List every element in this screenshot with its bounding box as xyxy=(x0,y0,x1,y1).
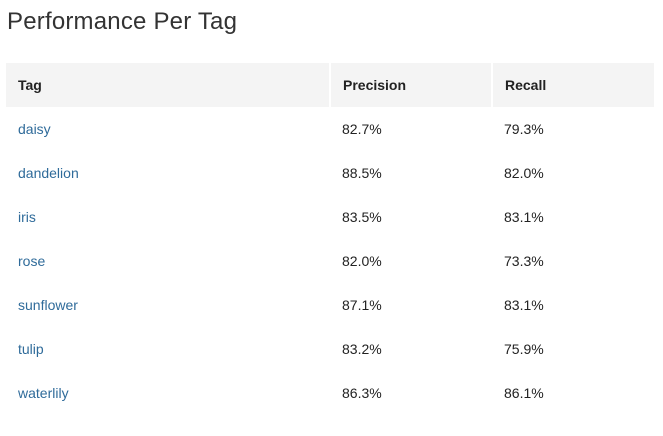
precision-cell: 82.0% xyxy=(342,253,382,269)
tag-cell: tulip xyxy=(6,327,330,371)
tag-cell: sunflower xyxy=(6,283,330,327)
table-row: dandelion 88.5% 82.0% xyxy=(6,151,654,195)
tag-cell: rose xyxy=(6,239,330,283)
tag-link[interactable]: rose xyxy=(18,253,46,269)
recall-cell: 82.0% xyxy=(504,165,544,181)
column-header-tag: Tag xyxy=(6,63,331,107)
precision-cell: 87.1% xyxy=(342,297,382,313)
table-row: iris 83.5% 83.1% xyxy=(6,195,654,239)
table-body: daisy 82.7% 79.3% dandelion 88.5% 82.0% … xyxy=(6,107,654,415)
recall-cell: 75.9% xyxy=(504,341,544,357)
column-header-precision: Precision xyxy=(330,63,493,107)
table-row: waterlily 86.3% 86.1% xyxy=(6,371,654,415)
recall-cell: 83.1% xyxy=(504,209,544,225)
tag-cell: dandelion xyxy=(6,151,330,195)
recall-cell: 83.1% xyxy=(504,297,544,313)
tag-link[interactable]: waterlily xyxy=(18,385,69,401)
tag-link[interactable]: iris xyxy=(18,209,36,225)
tag-link[interactable]: tulip xyxy=(18,341,44,357)
performance-table: Tag Precision Recall daisy 82.7% 79.3% d… xyxy=(6,63,654,415)
recall-cell: 79.3% xyxy=(504,121,544,137)
tag-cell: waterlily xyxy=(6,371,330,415)
tag-link[interactable]: daisy xyxy=(18,121,51,137)
table-row: daisy 82.7% 79.3% xyxy=(6,107,654,151)
recall-cell: 86.1% xyxy=(504,385,544,401)
precision-cell: 88.5% xyxy=(342,165,382,181)
precision-cell: 83.2% xyxy=(342,341,382,357)
tag-link[interactable]: dandelion xyxy=(18,165,79,181)
table-header: Tag Precision Recall xyxy=(6,63,654,107)
precision-cell: 86.3% xyxy=(342,385,382,401)
precision-cell: 82.7% xyxy=(342,121,382,137)
column-header-recall: Recall xyxy=(492,63,654,107)
header-row: Tag Precision Recall xyxy=(6,63,654,107)
recall-cell: 73.3% xyxy=(504,253,544,269)
table-row: sunflower 87.1% 83.1% xyxy=(6,283,654,327)
precision-cell: 83.5% xyxy=(342,209,382,225)
tag-cell: iris xyxy=(6,195,330,239)
tag-cell: daisy xyxy=(6,107,330,151)
page-title: Performance Per Tag xyxy=(7,8,238,35)
table-row: tulip 83.2% 75.9% xyxy=(6,327,654,371)
table-row: rose 82.0% 73.3% xyxy=(6,239,654,283)
tag-link[interactable]: sunflower xyxy=(18,297,78,313)
